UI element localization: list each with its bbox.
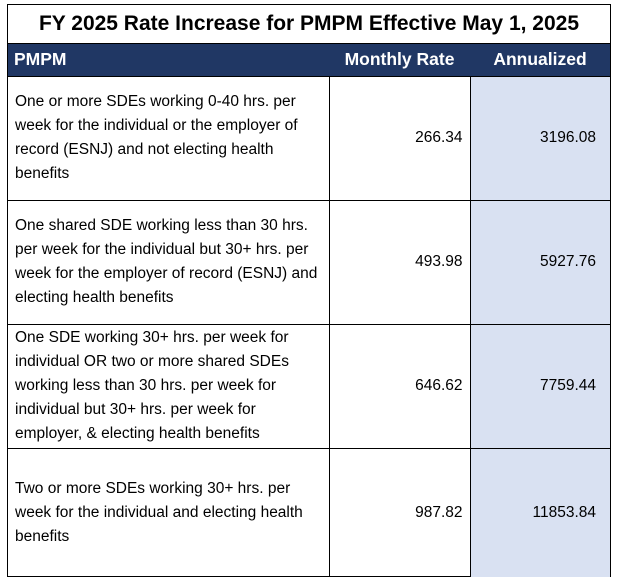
header-monthly-rate: Monthly Rate — [329, 43, 470, 76]
rate-table-container: FY 2025 Rate Increase for PMPM Effective… — [7, 4, 611, 577]
title-row: FY 2025 Rate Increase for PMPM Effective… — [8, 5, 610, 44]
rate-table: FY 2025 Rate Increase for PMPM Effective… — [8, 5, 610, 577]
row-annualized: 3196.08 — [470, 75, 610, 200]
row-monthly-rate: 266.34 — [329, 75, 471, 200]
row-annualized: 11853.84 — [470, 447, 610, 577]
row-annualized: 5927.76 — [470, 199, 610, 324]
table-row: One shared SDE working less than 30 hrs.… — [8, 199, 610, 324]
table-title: FY 2025 Rate Increase for PMPM Effective… — [8, 5, 610, 44]
table-row: One SDE working 30+ hrs. per week for in… — [8, 323, 610, 448]
row-description: One or more SDEs working 0-40 hrs. per w… — [8, 75, 330, 200]
row-annualized: 7759.44 — [470, 323, 610, 448]
row-monthly-rate: 493.98 — [329, 199, 471, 324]
row-description: Two or more SDEs working 30+ hrs. per we… — [8, 447, 330, 577]
row-description: One shared SDE working less than 30 hrs.… — [8, 199, 330, 324]
table-row: One or more SDEs working 0-40 hrs. per w… — [8, 75, 610, 200]
header-row: PMPM Monthly Rate Annualized — [8, 43, 610, 76]
row-monthly-rate: 987.82 — [329, 447, 471, 577]
header-pmpm: PMPM — [8, 43, 329, 76]
header-annualized: Annualized — [470, 43, 610, 76]
table-row: Two or more SDEs working 30+ hrs. per we… — [8, 447, 610, 577]
row-description: One SDE working 30+ hrs. per week for in… — [8, 323, 330, 448]
row-monthly-rate: 646.62 — [329, 323, 471, 448]
